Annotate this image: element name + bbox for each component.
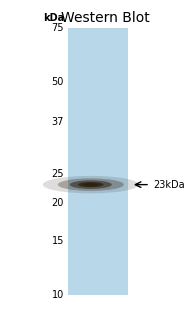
Ellipse shape <box>78 182 104 187</box>
Text: kDa: kDa <box>43 13 64 23</box>
Text: 15: 15 <box>52 236 64 246</box>
Text: 75: 75 <box>51 23 64 33</box>
Text: Western Blot: Western Blot <box>61 11 149 25</box>
Text: 50: 50 <box>52 77 64 87</box>
Text: 25: 25 <box>51 169 64 179</box>
Bar <box>68 28 128 295</box>
Ellipse shape <box>58 178 124 191</box>
Text: 37: 37 <box>52 116 64 127</box>
Text: 20: 20 <box>52 198 64 208</box>
Ellipse shape <box>70 180 112 189</box>
Ellipse shape <box>83 183 98 186</box>
Text: 23kDa: 23kDa <box>153 180 185 190</box>
Text: 10: 10 <box>52 290 64 300</box>
Ellipse shape <box>43 176 139 193</box>
